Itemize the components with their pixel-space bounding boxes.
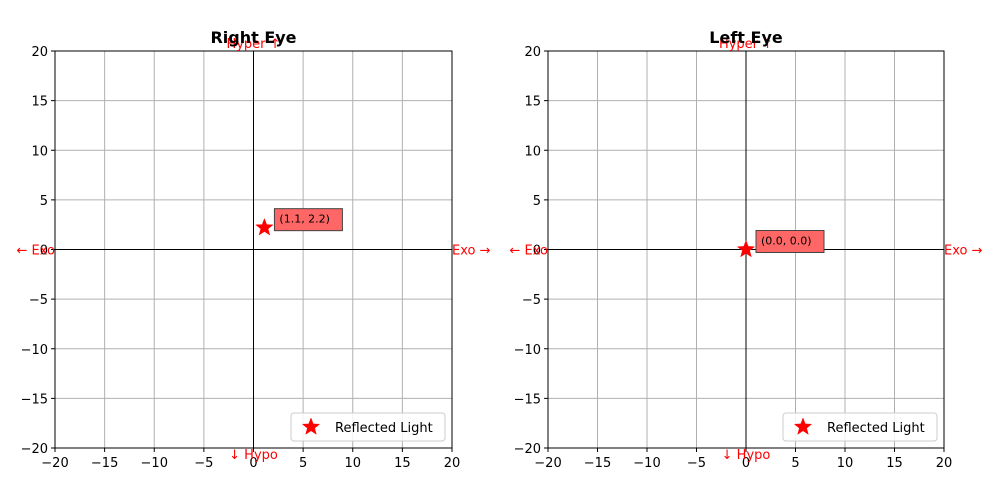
x-tick-label: 10 xyxy=(344,456,361,471)
data-point-star xyxy=(736,239,756,258)
data-point-star xyxy=(255,217,274,236)
chart-title: Left Eye xyxy=(709,28,783,47)
legend-box xyxy=(782,412,938,442)
legend-marker-star xyxy=(301,417,321,435)
annotation-box xyxy=(755,230,825,253)
y-tick-label: 5 xyxy=(533,194,541,209)
x-tick-label: 15 xyxy=(886,456,903,471)
x-tick-label: −15 xyxy=(584,456,611,471)
direction-label-top: Hyper ↑ xyxy=(226,37,280,52)
y-tick-label: 5 xyxy=(40,194,48,209)
y-tick-label: −15 xyxy=(514,392,541,407)
x-tick-label: 0 xyxy=(249,456,257,471)
annotation-label: (1.1, 2.2) xyxy=(279,213,330,226)
y-tick-label: 15 xyxy=(524,95,541,110)
y-tick-label: −5 xyxy=(522,293,541,308)
annotation-box xyxy=(273,208,343,232)
y-tick-label: 10 xyxy=(524,144,541,159)
legend-box xyxy=(290,412,446,442)
direction-label-top: Hyper ↑ xyxy=(719,37,773,52)
chart-panel-right-eye: −20 −15 −10 −5 0 5 10 15 20 −20 −15 −10 −5 0 5 10 15 20 Hy… xyxy=(17,28,491,471)
chart-panel-left-eye: −20 −15 −10 −5 0 5 10 15 20 −20 −15 −10 −5 0 5 10 15 20 Hy… xyxy=(510,28,983,471)
y-tick-label: 20 xyxy=(31,45,48,60)
y-tick-label: 20 xyxy=(524,45,541,60)
legend-label: Reflected Light xyxy=(827,421,925,436)
direction-label-left: ← Exo xyxy=(510,244,549,259)
annotation-label: (0.0, 0.0) xyxy=(761,235,812,248)
direction-label-right: Exo → xyxy=(452,244,491,259)
x-tick-label: 20 xyxy=(936,456,953,471)
x-tick-label: −5 xyxy=(687,456,706,471)
x-tick-label: −15 xyxy=(91,456,118,471)
y-tick-label: −20 xyxy=(21,442,48,457)
x-tick-label: 10 xyxy=(837,456,854,471)
y-tick-label: −5 xyxy=(29,293,48,308)
chart-title: Right Eye xyxy=(210,28,296,47)
x-tick-label: −5 xyxy=(194,456,213,471)
x-tick-label: −10 xyxy=(141,456,168,471)
y-tick-label: −10 xyxy=(514,343,541,358)
direction-label-right: Exo → xyxy=(944,244,983,259)
direction-label-left: ← Exo xyxy=(17,244,56,259)
legend-marker-star xyxy=(793,417,813,435)
direction-label-bottom: ↓ Hypo xyxy=(722,448,771,463)
x-tick-label: −20 xyxy=(534,456,561,471)
x-tick-label: 20 xyxy=(444,456,461,471)
y-tick-label: −20 xyxy=(514,442,541,457)
x-tick-label: −10 xyxy=(633,456,660,471)
x-tick-label: 5 xyxy=(791,456,799,471)
y-tick-label: 10 xyxy=(31,144,48,159)
y-tick-label: −15 xyxy=(21,392,48,407)
y-tick-label: 15 xyxy=(31,95,48,110)
y-tick-label: −10 xyxy=(21,343,48,358)
legend-label: Reflected Light xyxy=(335,421,433,436)
x-tick-label: −20 xyxy=(41,456,68,471)
x-tick-label: 0 xyxy=(742,456,750,471)
y-tick-label: 0 xyxy=(40,244,48,259)
x-tick-label: 5 xyxy=(299,456,307,471)
direction-label-bottom: ↓ Hypo xyxy=(229,448,278,463)
x-tick-label: 15 xyxy=(394,456,411,471)
y-tick-label: 0 xyxy=(533,244,541,259)
